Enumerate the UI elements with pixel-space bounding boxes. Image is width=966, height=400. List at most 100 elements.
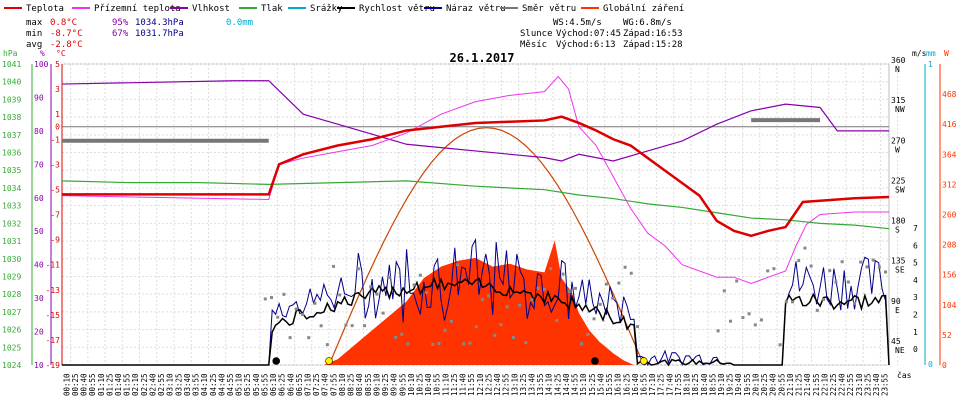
direction-compass: E — [895, 306, 900, 315]
hpa-tick: 1040 — [2, 78, 21, 87]
direction-tick: 45 — [891, 337, 901, 346]
x-tick-label: 05:40 — [252, 373, 261, 396]
direction-compass: NE — [895, 346, 905, 355]
hpa-tick: 1026 — [2, 326, 21, 335]
wind-direction-point — [598, 302, 602, 306]
x-tick-label: 19:25 — [726, 373, 735, 396]
x-tick-label: 02:40 — [148, 373, 157, 396]
x-tick-label: 17:25 — [657, 373, 666, 396]
wind-direction-point — [784, 300, 788, 304]
x-tick-label: 08:40 — [355, 373, 364, 396]
x-tick-label: 20:55 — [777, 373, 786, 396]
wind-speed-line — [62, 277, 890, 367]
wind-direction-point — [797, 259, 801, 263]
stat-max-temp: 0.8°C — [50, 18, 77, 28]
ms-tick: 6 — [913, 241, 918, 250]
wind-direction-point — [493, 333, 497, 337]
ms-tick: 7 — [913, 224, 918, 233]
x-tick-label: 13:25 — [519, 373, 528, 396]
legend-label: Náraz větru — [446, 4, 506, 14]
x-tick-label: 16:55 — [639, 373, 648, 396]
wind-direction-point — [809, 264, 813, 268]
wind-direction-point — [760, 318, 764, 322]
x-tick-label: 11:40 — [459, 373, 468, 396]
x-tick-label: 12:55 — [502, 373, 511, 396]
x-tick-label: 02:10 — [131, 373, 140, 396]
celsius-tick: -5 — [50, 185, 60, 194]
legend-label: Tlak — [261, 4, 283, 14]
wind-direction-point — [716, 329, 720, 333]
wind-direction-point — [604, 282, 608, 286]
direction-compass: W — [895, 145, 900, 154]
x-tick-label: 18:10 — [683, 373, 692, 396]
x-tick-label: 03:10 — [166, 373, 175, 396]
celsius-tick: 5 — [55, 60, 60, 69]
wind-direction-point — [288, 336, 292, 340]
stat-avg-temp: -2.8°C — [50, 40, 83, 50]
wind-direction-point — [425, 290, 429, 294]
wind-direction-point — [822, 297, 826, 301]
wind-direction-point — [530, 298, 534, 302]
wind-direction-point — [307, 336, 311, 340]
x-tick-label: 20:10 — [751, 373, 760, 396]
percent-tick: 100 — [34, 60, 49, 69]
stats-block: max 0.8°C 95% 1034.3hPa 0.0mm min -8.7°C… — [26, 18, 253, 50]
direction-tick: 270 — [891, 136, 906, 145]
legend-label: Srážky — [310, 4, 343, 14]
legend-label: Vlhkost — [192, 4, 230, 14]
wm2-tick: 312 — [942, 180, 957, 189]
legend-label: Rychlost větru — [359, 4, 435, 14]
celsius-tick: 1 — [55, 110, 60, 119]
x-tick-label: 15:55 — [605, 373, 614, 396]
x-tick-label: 00:10 — [62, 373, 71, 396]
wind-direction-point — [325, 343, 329, 347]
x-tick-label: 14:55 — [571, 373, 580, 396]
x-tick-label: 17:55 — [674, 373, 683, 396]
x-tick-label: 15:10 — [579, 373, 588, 396]
percent-tick: 40 — [34, 261, 44, 270]
wind-direction-point — [828, 269, 832, 273]
x-tick-label: 00:40 — [80, 373, 89, 396]
x-tick-label: 07:55 — [329, 373, 338, 396]
x-tick-label: 01:25 — [105, 373, 114, 396]
x-tick-label: 11:10 — [441, 373, 450, 396]
x-tick-label: 16:25 — [622, 373, 631, 396]
sunset-marker — [639, 357, 648, 365]
wind-direction-point — [338, 293, 342, 297]
x-tick-label: 04:25 — [209, 373, 218, 396]
wind-direction-point — [406, 342, 410, 346]
sun-set: Západ:16:53 — [623, 29, 683, 39]
x-tick-label: 09:40 — [390, 373, 399, 396]
x-tick-label: 05:25 — [243, 373, 252, 396]
wind-direction-point — [344, 323, 348, 327]
x-tick-label: 14:40 — [562, 373, 571, 396]
wm2-tick: 104 — [942, 301, 957, 310]
x-tick-label: 09:10 — [372, 373, 381, 396]
x-tick-label: 15:40 — [596, 373, 605, 396]
stat-min-label: min — [26, 29, 42, 39]
moon-label: Měsíc — [520, 40, 547, 50]
hpa-tick: 1038 — [2, 113, 21, 122]
stat-min-press: 1031.7hPa — [135, 29, 184, 39]
wind-direction-point — [294, 307, 298, 311]
x-tick-label: 13:40 — [527, 373, 536, 396]
hpa-tick: 1034 — [2, 184, 21, 193]
x-tick-label: 18:25 — [691, 373, 700, 396]
wind-direction-point — [356, 267, 360, 271]
wind-direction-point — [449, 319, 453, 323]
percent-tick: 70 — [34, 160, 44, 169]
temperature-line — [62, 115, 890, 238]
direction-tick: 315 — [891, 96, 906, 105]
x-tick-label: 11:55 — [467, 373, 476, 396]
x-tick-label: 09:55 — [398, 373, 407, 396]
celsius-axis-unit: °C — [56, 49, 66, 58]
hpa-tick: 1039 — [2, 95, 21, 104]
wind-direction-point — [282, 292, 286, 296]
wind-direction-point — [884, 270, 888, 274]
x-tick-label: 08:10 — [338, 373, 347, 396]
x-tick-label: 01:55 — [123, 373, 132, 396]
x-tick-label: 11:25 — [450, 373, 459, 396]
x-tick-label: 03:25 — [174, 373, 183, 396]
celsius-tick: -19 — [46, 361, 61, 370]
ms-tick: 0 — [913, 345, 918, 354]
